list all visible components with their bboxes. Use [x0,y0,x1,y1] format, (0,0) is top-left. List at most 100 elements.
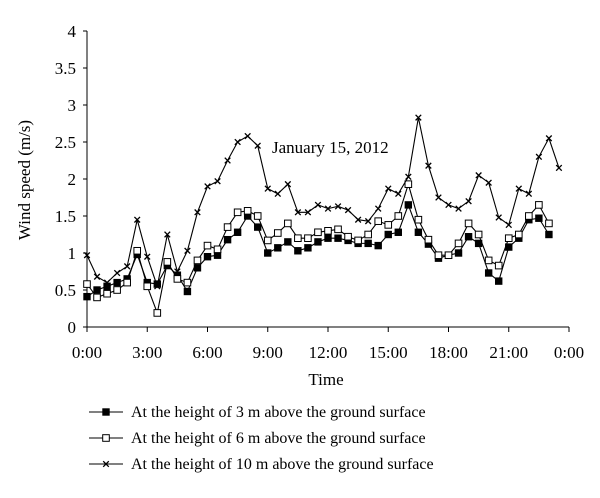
data-point [304,244,312,252]
data-point [514,230,523,239]
data-point [183,278,192,287]
data-point [445,201,452,209]
data-point [374,217,383,225]
x-axis-title: Time [308,370,343,389]
data-point [173,275,182,283]
marker-stroke [254,142,261,149]
data-point [123,278,131,287]
legend-entry: At the height of 10 m above the ground s… [89,456,434,473]
data-point [464,219,473,228]
marker-stroke [234,138,241,146]
marker-stroke [123,263,131,270]
marker-stroke [274,190,282,198]
data-point [545,219,553,228]
marker-stroke [495,214,502,221]
data-point [545,135,553,142]
x-tick-label: 12:00 [309,343,348,362]
data-point [233,208,242,217]
data-point [203,252,212,261]
data-point [214,177,221,185]
data-point [284,219,292,228]
data-point [415,114,422,121]
data-point [184,247,191,255]
marker-stroke [374,205,382,212]
data-point [234,138,241,146]
data-point [334,225,342,234]
data-point [304,234,312,242]
data-point [394,228,402,236]
y-axis-title: Wind speed (m/s) [15,120,34,240]
data-point [525,190,533,198]
marker-stroke [475,172,482,179]
y-tick-label: 3.5 [55,59,76,78]
data-point [555,164,563,172]
marker-stroke [184,247,191,255]
data-point [435,194,442,201]
data-point [334,234,342,242]
data-point [495,214,502,221]
data-point [304,209,312,216]
marker-stroke [314,201,322,209]
data-point [324,205,332,212]
data-point [263,236,272,245]
data-point [223,235,232,244]
data-point [133,246,142,255]
data-point [294,209,302,216]
y-tick-label: 2 [68,170,77,189]
y-tick-label: 1.5 [55,207,76,226]
data-point [364,217,372,225]
x-tick-label: 15:00 [369,343,408,362]
marker-stroke [324,205,332,212]
data-point [384,221,393,229]
data-point [154,283,161,290]
marker-stroke [415,114,422,121]
data-point [174,268,181,275]
data-point [314,228,322,237]
data-point [475,172,482,179]
data-point [284,180,292,188]
data-point [294,234,302,242]
data-point [284,238,292,246]
data-point [354,236,362,245]
data-point [254,223,262,231]
legend-entry: At the height of 6 m above the ground su… [89,430,426,447]
data-point [204,183,211,190]
marker-stroke [535,153,543,161]
data-point [143,282,152,291]
data-point [455,205,462,212]
legend-marker [102,434,110,442]
data-point [83,280,91,288]
marker-stroke [445,201,452,209]
marker-stroke [194,209,201,216]
marker-stroke [304,209,312,216]
x-tick-label: 6:00 [192,343,222,362]
marker-stroke [284,180,292,188]
y-tick-label: 0 [68,318,77,337]
data-point [454,249,463,257]
legend-entry: At the height of 3 m above the ground su… [89,404,426,421]
legend-label: At the height of 10 m above the ground s… [131,456,434,473]
data-point [464,233,473,241]
marker-stroke [133,216,141,223]
data-point [324,227,332,235]
data-point [404,201,413,209]
data-point [495,277,503,285]
marker-stroke [505,221,513,229]
data-point [374,241,382,250]
data-point [344,206,352,214]
marker-stroke [515,185,523,192]
marker-stroke [102,460,110,468]
data-point [163,258,172,266]
marker-stroke [455,205,462,212]
data-point [233,228,242,236]
marker-stroke [354,216,362,223]
data-point [123,263,131,270]
marker-stroke [525,190,533,198]
data-point [444,251,453,260]
data-point [374,205,382,212]
marker-stroke [344,206,352,214]
data-point [264,249,272,257]
legend-label: At the height of 6 m above the ground su… [131,430,426,447]
marker-stroke [384,185,392,192]
legend-marker [102,408,110,416]
